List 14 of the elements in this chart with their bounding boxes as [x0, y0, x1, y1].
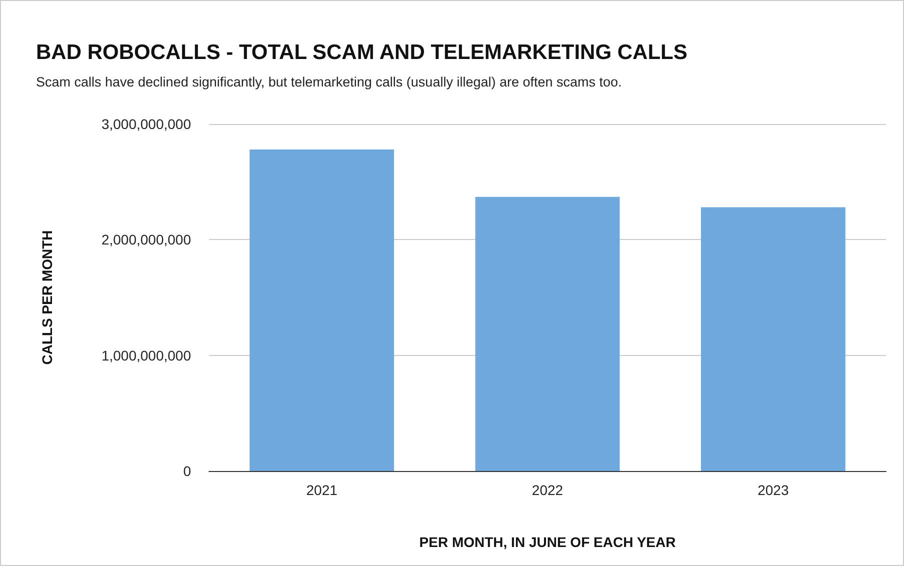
y-tick-label: 0: [183, 463, 192, 479]
bar: [475, 196, 620, 471]
y-tick-label: 1,000,000,000: [101, 347, 192, 364]
x-tick-label: 2023: [758, 482, 789, 498]
x-tick-label: 2021: [306, 482, 338, 498]
bar: [700, 207, 846, 471]
y-axis-title: CALLS PER MONTH: [39, 230, 55, 365]
bar: [250, 149, 394, 471]
x-axis-title: PER MONTH, IN JUNE OF EACH YEAR: [419, 534, 676, 550]
x-tick-label: 2022: [532, 482, 564, 498]
chart-subtitle: Scam calls have declined significantly, but telemarketing calls (usually illegal) are often scams too.: [36, 74, 622, 90]
y-tick-label: 3,000,000,000: [101, 116, 192, 132]
y-tick-label: 2,000,000,000: [101, 232, 192, 248]
chart-title: BAD ROBOCALLS - TOTAL SCAM AND TELEMARKETING CALLS: [36, 41, 688, 64]
